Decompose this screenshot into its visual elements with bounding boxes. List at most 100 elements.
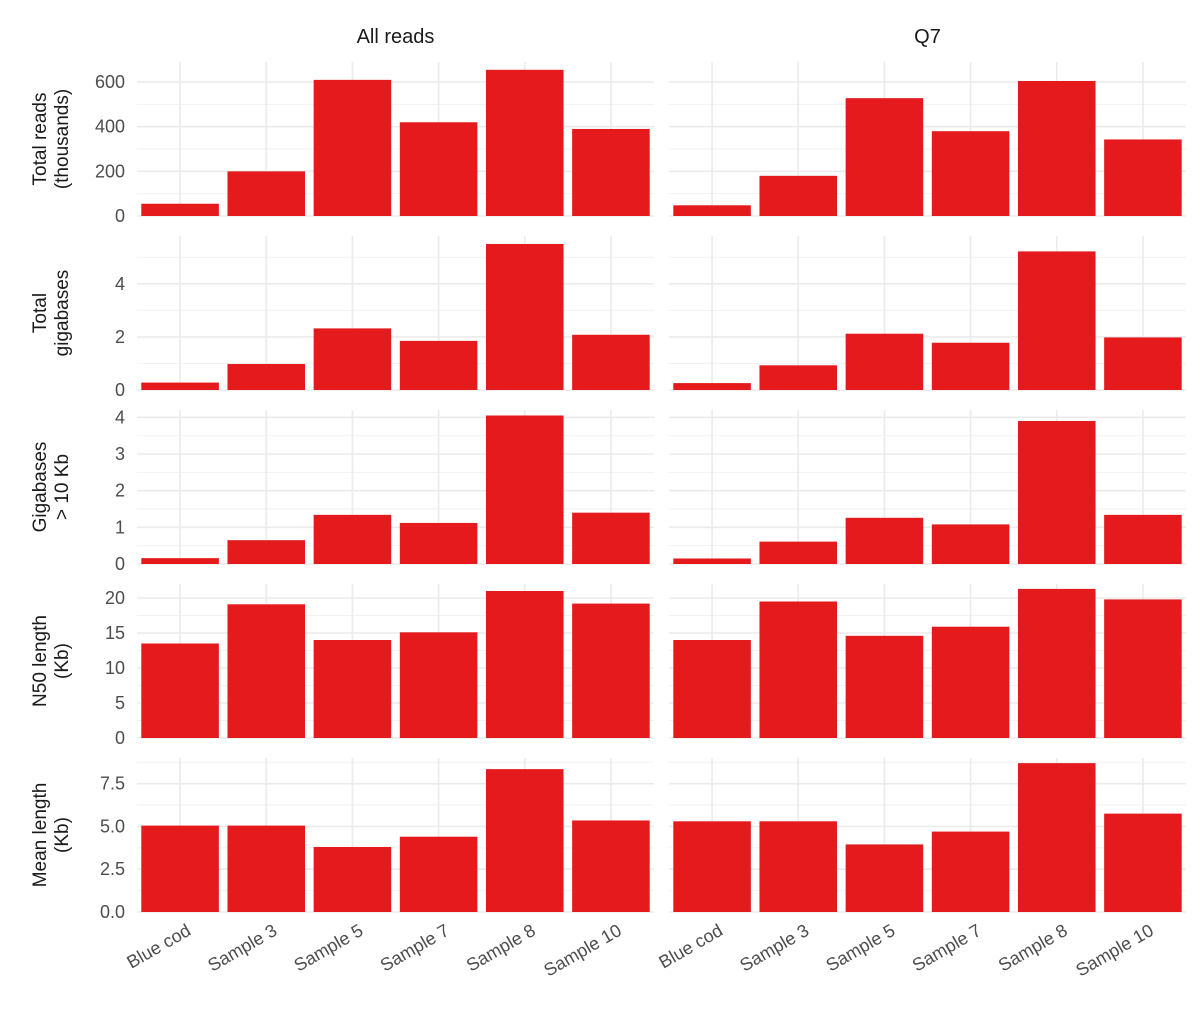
x-tick-label: Sample 5 (823, 920, 899, 975)
bar-4-0-3 (399, 836, 478, 912)
y-tick-label: 0 (115, 380, 125, 400)
bar-2-1-4 (1017, 421, 1096, 564)
bar-0-1-0 (673, 205, 751, 216)
bar-1-1-5 (1104, 337, 1182, 390)
y-axis-label: Total reads(thousands) (30, 89, 73, 189)
bar-0-1-2 (845, 98, 924, 216)
bar-0-1-3 (931, 131, 1010, 216)
bar-2-0-2 (313, 514, 392, 564)
bar-2-0-0 (141, 558, 219, 564)
bar-4-1-1 (759, 821, 838, 912)
bar-0-0-4 (485, 69, 564, 217)
y-axis-label-line: gigabases (52, 270, 73, 357)
bar-1-0-1 (227, 363, 306, 390)
bar-1-1-1 (759, 365, 838, 390)
y-tick-label: 5.0 (100, 816, 125, 836)
x-tick-label: Blue cod (123, 920, 194, 972)
bar-0-1-4 (1017, 80, 1096, 217)
bar-2-0-4 (485, 415, 564, 564)
bar-4-1-3 (931, 831, 1010, 912)
bar-3-0-4 (485, 591, 564, 738)
y-axis-label-line: Total (30, 293, 51, 333)
x-tick-label: Sample 7 (909, 920, 985, 975)
y-axis-label: Mean length(Kb) (30, 783, 73, 888)
y-axis-label-line: Mean length (30, 783, 51, 888)
y-tick-label: 2 (115, 481, 125, 501)
bar-3-1-2 (845, 635, 924, 738)
bar-2-1-0 (673, 558, 751, 564)
y-axis-label: Totalgigabases (30, 270, 73, 357)
bar-0-0-2 (313, 79, 392, 216)
x-tick-label: Sample 7 (377, 920, 453, 975)
y-tick-label: 2.5 (100, 859, 125, 879)
y-tick-label: 0 (115, 554, 125, 574)
bar-4-0-2 (313, 846, 392, 912)
y-axis-label-line: N50 length (30, 615, 51, 707)
bar-3-0-0 (141, 643, 219, 738)
bar-3-1-1 (759, 601, 838, 738)
x-tick-label: Sample 10 (1072, 920, 1157, 980)
bar-2-1-3 (931, 524, 1010, 564)
facet-title-0: All reads (357, 26, 435, 48)
bar-4-0-0 (141, 825, 219, 912)
bar-1-0-4 (485, 243, 564, 390)
y-tick-label: 4 (115, 407, 125, 427)
bar-1-1-2 (845, 333, 924, 390)
y-axis-label: N50 length(Kb) (30, 615, 73, 707)
y-tick-label: 0 (115, 728, 125, 748)
bar-4-0-5 (572, 820, 650, 912)
bar-4-0-4 (485, 769, 564, 912)
y-tick-label: 10 (105, 658, 125, 678)
x-tick-label: Sample 5 (291, 920, 367, 975)
y-tick-label: 7.5 (100, 774, 125, 794)
y-tick-label: 5 (115, 693, 125, 713)
x-tick-label: Sample 10 (540, 920, 625, 980)
bar-2-0-3 (399, 522, 478, 564)
bar-4-1-5 (1104, 813, 1182, 912)
bar-1-1-4 (1017, 251, 1096, 390)
bar-1-0-3 (399, 340, 478, 390)
y-axis-label-line: (Kb) (52, 643, 73, 679)
bar-1-0-2 (313, 328, 392, 390)
x-tick-label: Blue cod (655, 920, 726, 972)
x-tick-label: Sample 8 (995, 920, 1071, 975)
x-tick-label: Sample 3 (204, 920, 280, 975)
bar-0-0-1 (227, 171, 306, 216)
bar-3-1-5 (1104, 599, 1182, 738)
bar-1-0-5 (572, 334, 650, 390)
bar-0-1-1 (759, 175, 838, 216)
bar-0-0-3 (399, 122, 478, 216)
bar-3-0-1 (227, 604, 306, 738)
y-axis-label-line: > 10 Kb (52, 454, 73, 520)
bar-2-0-1 (227, 540, 306, 564)
bar-3-0-3 (399, 632, 478, 738)
y-axis-label-line: Gigabases (30, 442, 51, 533)
bar-0-1-5 (1104, 139, 1182, 216)
bar-2-1-1 (759, 541, 838, 564)
y-axis-label: Gigabases> 10 Kb (30, 442, 73, 533)
y-tick-label: 0 (115, 206, 125, 226)
facet-title-1: Q7 (914, 26, 941, 48)
bar-3-0-2 (313, 640, 392, 738)
bar-4-1-4 (1017, 763, 1096, 912)
bar-4-0-1 (227, 825, 306, 912)
y-axis-label-line: Total reads (30, 93, 51, 186)
y-tick-label: 20 (105, 588, 125, 608)
y-tick-label: 600 (95, 72, 125, 92)
y-tick-label: 200 (95, 161, 125, 181)
y-tick-label: 15 (105, 623, 125, 643)
bar-3-1-4 (1017, 588, 1096, 738)
bar-4-1-2 (845, 844, 924, 912)
bar-2-1-2 (845, 517, 924, 564)
bar-2-1-5 (1104, 514, 1182, 564)
y-tick-label: 2 (115, 327, 125, 347)
y-tick-label: 1 (115, 517, 125, 537)
bar-0-0-5 (572, 128, 650, 216)
y-tick-label: 4 (115, 274, 125, 294)
y-tick-label: 3 (115, 444, 125, 464)
x-tick-label: Sample 8 (463, 920, 539, 975)
y-tick-label: 400 (95, 117, 125, 137)
bar-3-1-3 (931, 626, 1010, 738)
